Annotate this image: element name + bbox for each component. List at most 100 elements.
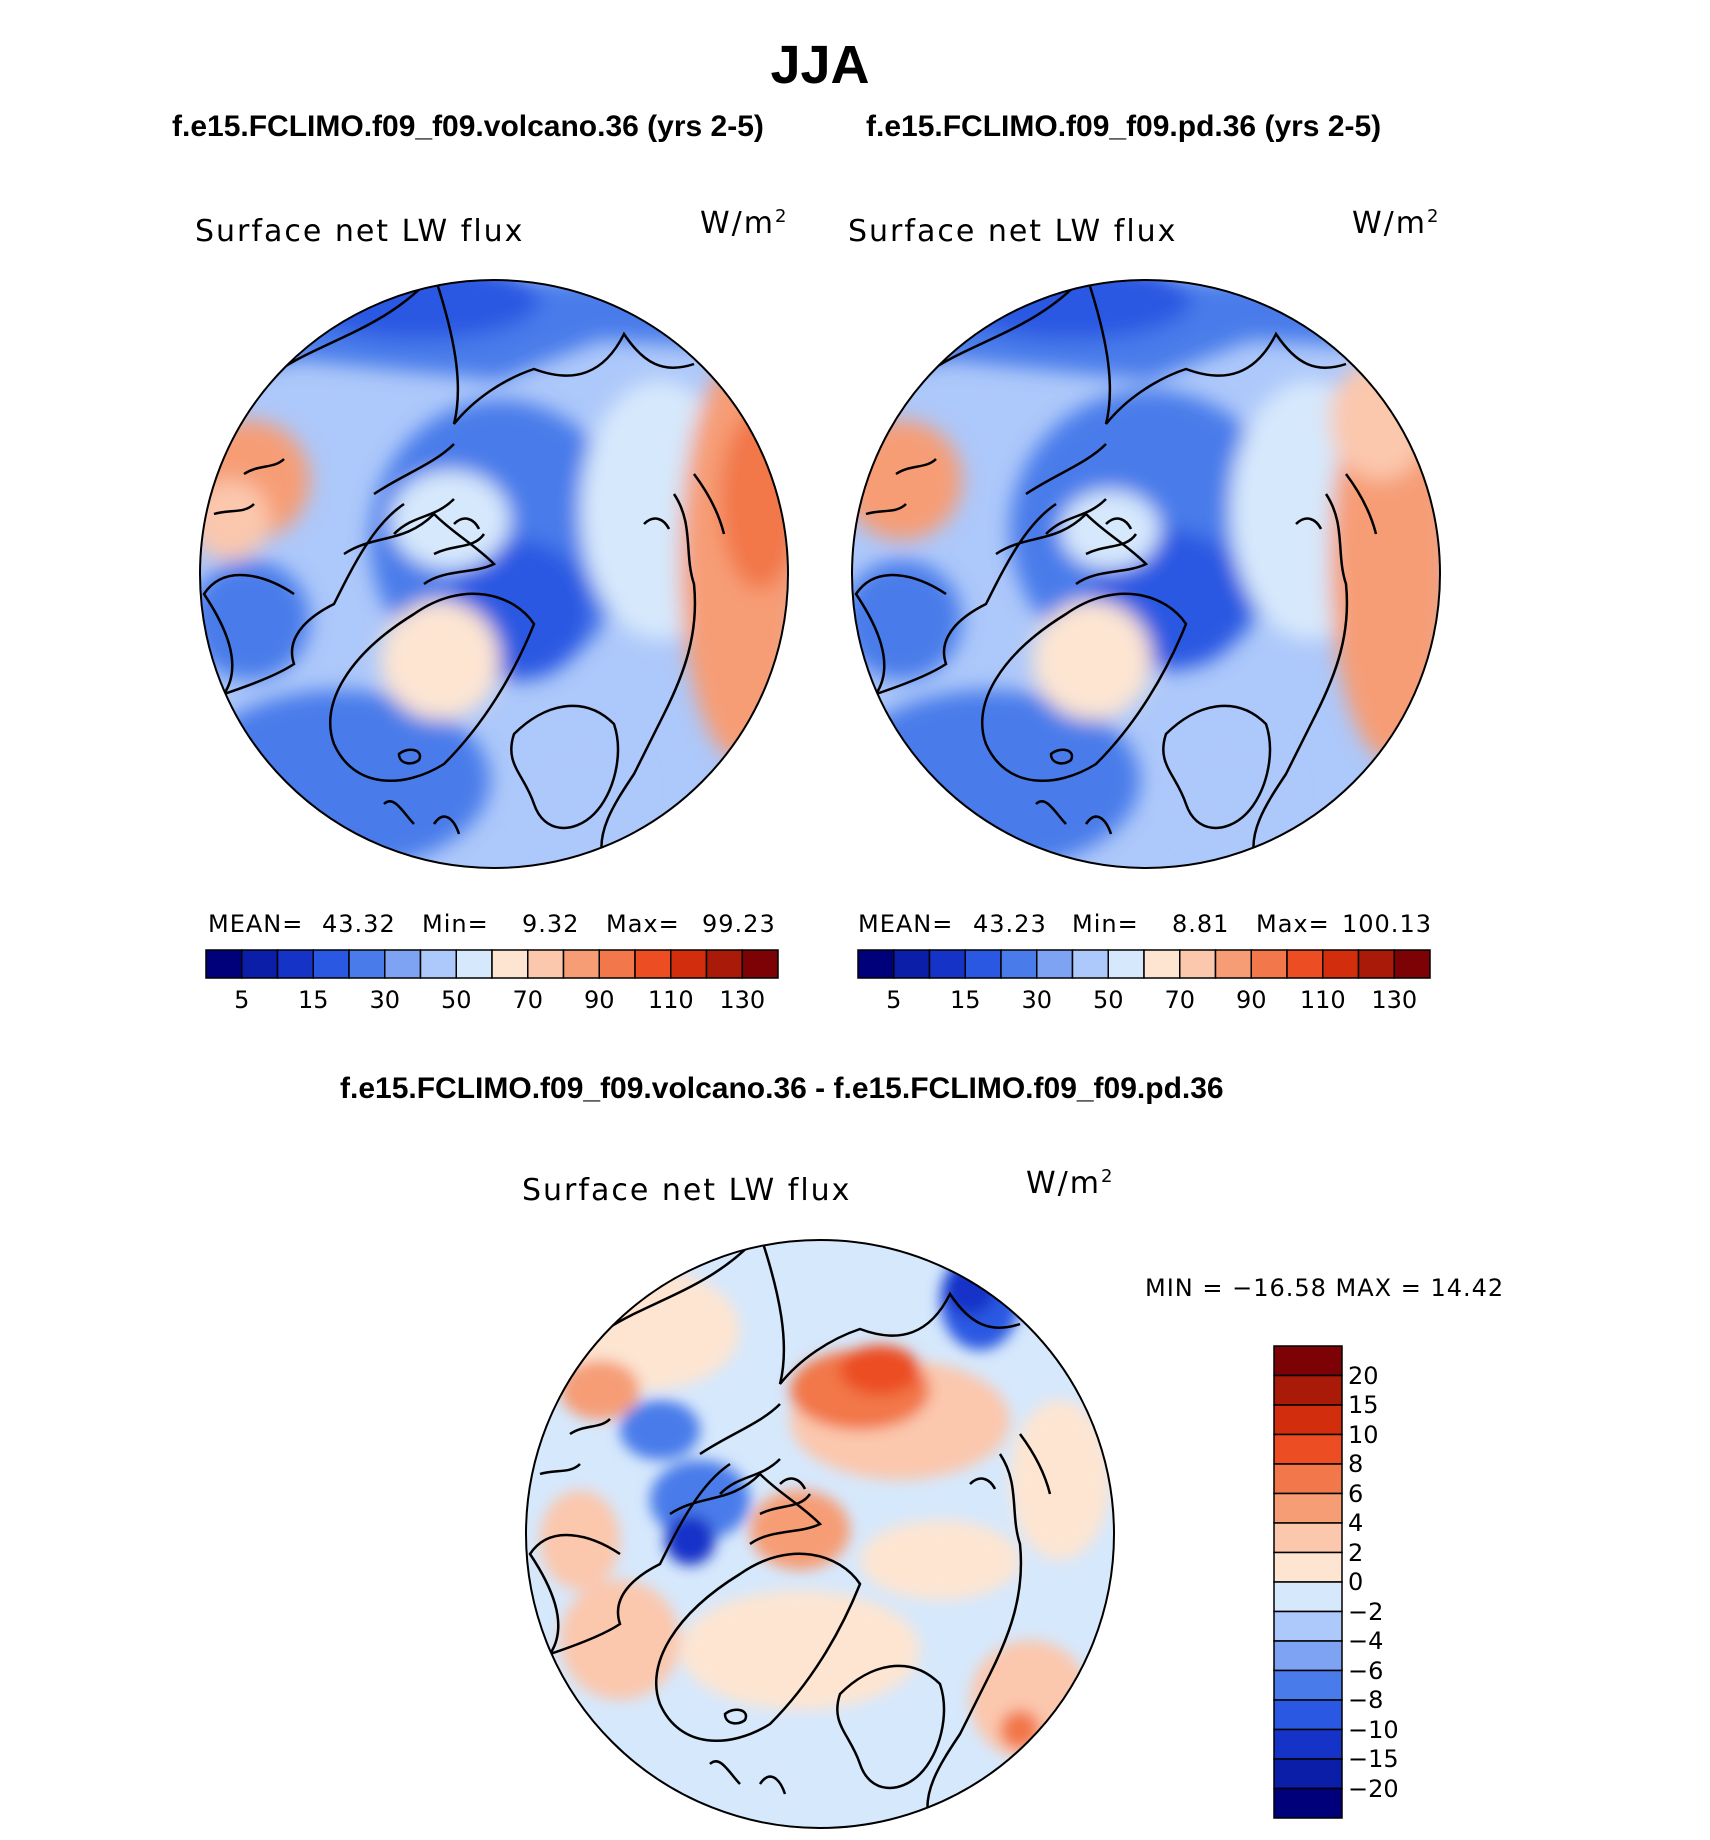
volcano-colorbar-tick-label: 50 <box>440 986 472 1014</box>
diff-colorbar-tick-label: −2 <box>1348 1597 1384 1626</box>
pd-case-title: f.e15.FCLIMO.f09_f09.pd.36 (yrs 2-5) <box>866 110 1382 143</box>
volcano-colorbar-tick-label: 90 <box>583 986 615 1014</box>
pd-colorbar <box>857 949 1431 979</box>
figure-title: JJA <box>770 35 870 95</box>
pd-colorbar-box <box>1214 949 1252 979</box>
volcano-colorbar-tick-label: 5 <box>234 986 250 1014</box>
diff-colorbar-box <box>1273 1551 1343 1583</box>
pd-colorbar-box <box>1036 949 1074 979</box>
volcano-colorbar-box <box>455 949 493 979</box>
pd-colorbar-tick-label: 50 <box>1092 986 1124 1014</box>
diff-colorbar-tick-label: −20 <box>1348 1774 1399 1803</box>
pd-min-label: Min= <box>1072 910 1139 938</box>
volcano-colorbar <box>205 949 779 979</box>
diff-colorbar-box <box>1273 1522 1343 1554</box>
diff-colorbar-box <box>1273 1787 1343 1819</box>
volcano-colorbar-box <box>562 949 600 979</box>
volcano-mean-label: MEAN= <box>208 910 304 938</box>
volcano-colorbar-box <box>276 949 314 979</box>
volcano-colorbar-box <box>384 949 422 979</box>
pd-colorbar-box <box>1286 949 1324 979</box>
volcano-max-value: 99.23 <box>702 910 776 938</box>
volcano-colorbar-box <box>527 949 565 979</box>
pd-colorbar-box <box>857 949 895 979</box>
volcano-units-label: W/m2 <box>700 206 789 241</box>
diff-colorbar-box <box>1273 1345 1343 1377</box>
diff-colorbar-tick-label: −10 <box>1348 1715 1399 1744</box>
volcano-colorbar-box <box>491 949 529 979</box>
pd-colorbar-box <box>1393 949 1431 979</box>
pd-colorbar-box <box>964 949 1002 979</box>
diff-colorbar-tick-label: 4 <box>1348 1509 1364 1537</box>
volcano-map <box>199 279 789 869</box>
pd-colorbar-tick-label: 70 <box>1164 986 1196 1014</box>
volcano-case-title: f.e15.FCLIMO.f09_f09.volcano.36 (yrs 2-5… <box>172 110 764 143</box>
pd-variable-label: Surface net LW flux <box>848 214 1178 249</box>
volcano-colorbar-tick-label: 130 <box>719 986 766 1014</box>
diff-colorbar-box <box>1273 1610 1343 1642</box>
diff-colorbar-tick-label: −4 <box>1348 1627 1384 1655</box>
volcano-variable-label: Surface net LW flux <box>195 214 525 249</box>
diff-colorbar-box <box>1273 1640 1343 1672</box>
pd-colorbar-tick-label: 90 <box>1235 986 1267 1014</box>
pd-colorbar-tick-label: 130 <box>1371 986 1418 1014</box>
pd-colorbar-box <box>893 949 931 979</box>
pd-colorbar-box <box>1000 949 1038 979</box>
volcano-colorbar-box <box>348 949 386 979</box>
volcano-max-label: Max= <box>606 910 680 938</box>
diff-colorbar-tick-label: 0 <box>1348 1568 1364 1596</box>
diff-map <box>525 1239 1115 1829</box>
pd-colorbar-box <box>1071 949 1109 979</box>
diff-colorbar-box <box>1273 1699 1343 1731</box>
diff-colorbar-box <box>1273 1581 1343 1613</box>
volcano-colorbar-box <box>205 949 243 979</box>
pd-mean-label: MEAN= <box>858 910 954 938</box>
volcano-colorbar-box <box>634 949 672 979</box>
diff-colorbar-box <box>1273 1728 1343 1760</box>
diff-colorbar-tick-label: 10 <box>1348 1420 1379 1449</box>
volcano-mean-value: 43.32 <box>322 910 396 938</box>
diff-colorbar-box <box>1273 1374 1343 1406</box>
diff-colorbar-box <box>1273 1758 1343 1790</box>
volcano-colorbar-box <box>419 949 457 979</box>
volcano-colorbar-box <box>598 949 636 979</box>
diff-colorbar-tick-label: −6 <box>1348 1656 1384 1685</box>
diff-colorbar-tick-label: 2 <box>1348 1538 1364 1567</box>
diff-colorbar-box <box>1273 1404 1343 1436</box>
pd-colorbar-tick-label: 15 <box>949 986 981 1014</box>
pd-colorbar-box <box>1250 949 1288 979</box>
diff-colorbar-tick-label: 20 <box>1348 1361 1379 1390</box>
pd-colorbar-tick-label: 110 <box>1299 986 1346 1014</box>
diff-colorbar-tick-label: −8 <box>1348 1686 1384 1714</box>
pd-colorbar-box <box>1143 949 1181 979</box>
volcano-colorbar-box <box>241 949 279 979</box>
volcano-colorbar-tick-label: 30 <box>369 986 401 1014</box>
volcano-colorbar-tick-label: 110 <box>647 986 694 1014</box>
diff-colorbar-tick-label: 8 <box>1348 1450 1364 1478</box>
volcano-min-label: Min= <box>422 910 489 938</box>
diff-title: f.e15.FCLIMO.f09_f09.volcano.36 - f.e15.… <box>340 1072 1224 1105</box>
diff-colorbar-box <box>1273 1433 1343 1465</box>
pd-colorbar-box <box>1357 949 1395 979</box>
diff-colorbar-box <box>1273 1463 1343 1495</box>
diff-colorbar-tick-label: 6 <box>1348 1479 1364 1508</box>
diff-units-label: W/m2 <box>1026 1166 1115 1201</box>
pd-mean-value: 43.23 <box>973 910 1047 938</box>
diff-colorbar-box <box>1273 1669 1343 1701</box>
pd-colorbar-tick-label: 5 <box>886 986 902 1014</box>
diff-colorbar-tick-label: −15 <box>1348 1745 1399 1773</box>
pd-colorbar-box <box>1179 949 1217 979</box>
pd-max-label: Max= <box>1256 910 1330 938</box>
volcano-min-value: 9.32 <box>522 910 580 938</box>
diff-minmax-label: MIN = −16.58 MAX = 14.42 <box>1145 1274 1505 1302</box>
diff-variable-label: Surface net LW flux <box>522 1173 852 1208</box>
pd-units-label: W/m2 <box>1352 206 1441 241</box>
diff-colorbar-box <box>1273 1492 1343 1524</box>
pd-colorbar-tick-label: 30 <box>1021 986 1053 1014</box>
pd-map <box>851 279 1441 869</box>
pd-colorbar-box <box>928 949 966 979</box>
pd-colorbar-box <box>1322 949 1360 979</box>
volcano-colorbar-box <box>741 949 779 979</box>
volcano-colorbar-box <box>670 949 708 979</box>
pd-max-value: 100.13 <box>1342 910 1432 938</box>
